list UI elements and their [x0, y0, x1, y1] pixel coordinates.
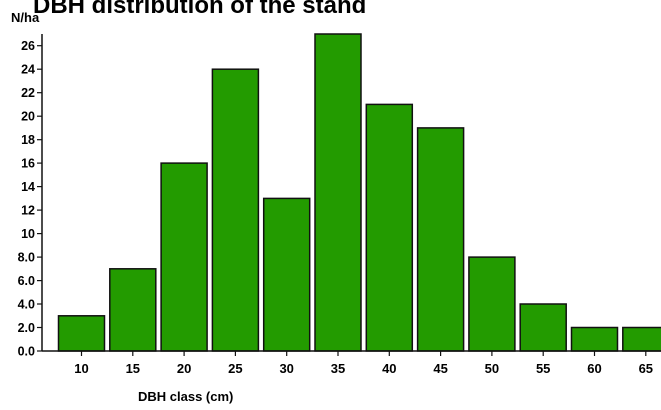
x-tick-label: 30 — [279, 361, 293, 376]
bar-50 — [469, 257, 515, 351]
y-tick-label: 12 — [21, 204, 35, 218]
x-tick-label: 40 — [382, 361, 396, 376]
bar-20 — [161, 163, 207, 351]
y-tick-label: 18 — [21, 133, 35, 147]
y-tick-label: 22 — [21, 86, 35, 100]
x-tick-label: 35 — [331, 361, 345, 376]
y-tick-label: 6.0 — [18, 274, 35, 288]
x-axis-label: DBH class (cm) — [138, 389, 233, 404]
x-tick-label: 60 — [587, 361, 601, 376]
y-tick-label: 2.0 — [18, 321, 35, 335]
bar-30 — [264, 198, 310, 351]
bar-60 — [572, 328, 618, 352]
x-tick-label: 55 — [536, 361, 550, 376]
bar-45 — [418, 128, 464, 351]
x-tick-label: 65 — [639, 361, 653, 376]
chart-title: DBH distribution of the stand — [33, 0, 366, 20]
y-tick-label: 16 — [21, 157, 35, 171]
bars-layer — [59, 34, 661, 351]
x-tick-label: 45 — [433, 361, 447, 376]
bar-40 — [366, 104, 412, 351]
bar-35 — [315, 34, 361, 351]
y-tick-label: 10 — [21, 227, 35, 241]
x-tick-label: 25 — [228, 361, 242, 376]
bar-10 — [59, 316, 105, 351]
x-tick-label: 50 — [485, 361, 499, 376]
x-tick-label: 10 — [74, 361, 88, 376]
bar-15 — [110, 269, 156, 351]
x-tick-label: 15 — [126, 361, 140, 376]
bar-65 — [623, 328, 661, 352]
bar-25 — [212, 69, 258, 351]
y-tick-label: 24 — [21, 63, 35, 77]
y-tick-label: 26 — [21, 39, 35, 53]
y-tick-label: 8.0 — [18, 251, 35, 265]
y-tick-label: 4.0 — [18, 298, 35, 312]
x-ticks-layer: 10 15 20 25 30 35 40 45 50 55 60 65 — [74, 351, 653, 376]
y-tick-label: 0.0 — [18, 345, 35, 359]
y-tick-label: 20 — [21, 110, 35, 124]
y-tick-label: 14 — [21, 180, 35, 194]
y-ticks-layer: 0.0 2.0 4.0 6.0 8.0 10 12 14 16 18 20 22 24 26 — [18, 39, 42, 358]
bar-55 — [520, 304, 566, 351]
x-tick-label: 20 — [177, 361, 191, 376]
